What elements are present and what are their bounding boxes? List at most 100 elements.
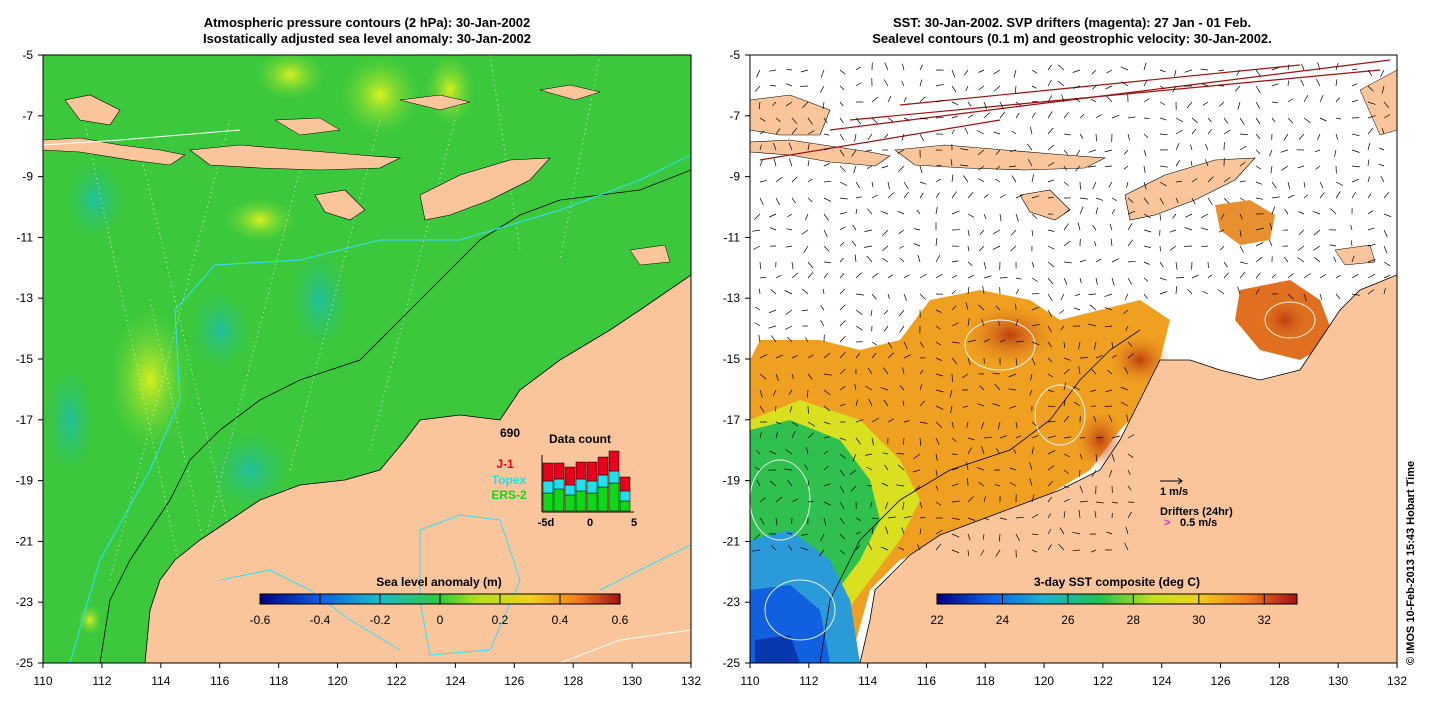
left-lon-tick-label: 124 — [445, 674, 465, 688]
left-lon-tick-label: 126 — [504, 674, 524, 688]
right-title-line2: Sealevel contours (0.1 m) and geostrophi… — [872, 31, 1272, 46]
left-lon-tick-label: 116 — [210, 674, 229, 688]
right-colorbar-tick-label: 26 — [1061, 613, 1075, 627]
right-lon-tick-label: 126 — [1211, 674, 1231, 688]
right-lon-tick-label: 118 — [976, 674, 995, 688]
left-lat-tick-label: -23 — [16, 595, 34, 609]
flores-island — [189, 144, 402, 171]
histogram-bar — [608, 450, 620, 472]
left-colorbar-tick-label: 0 — [437, 613, 444, 627]
histogram-bar — [553, 462, 565, 480]
histogram-bar — [564, 484, 576, 496]
right-lat-tick-label: -23 — [723, 595, 741, 609]
right-title-line1: SST: 30-Jan-2002. SVP drifters (magenta)… — [893, 15, 1251, 30]
histogram-bar — [597, 486, 609, 512]
left-lat-tick-label: -19 — [16, 474, 34, 488]
histogram-bar — [575, 461, 587, 480]
left-lat-tick-label: -17 — [16, 413, 34, 427]
histogram-bar — [608, 470, 620, 484]
histogram-bar — [586, 492, 598, 512]
right-colorbar-tick-label: 24 — [996, 613, 1010, 627]
histogram-bar — [597, 474, 609, 488]
legend-topex: Topex — [492, 473, 527, 487]
right-lon-tick-label: 116 — [917, 674, 936, 688]
australia-land-left — [144, 274, 691, 663]
left-lon-tick-label: 112 — [92, 674, 111, 688]
left-lat-tick-label: -13 — [16, 291, 34, 305]
data-count-total: 690 — [500, 426, 520, 440]
imos-credit: © IMOS 10-Feb-2013 15:43 Hobart Time — [1405, 461, 1417, 665]
left-lat-tick-label: -9 — [22, 170, 33, 184]
left-lat-tick-label: -25 — [16, 656, 34, 670]
histogram-bar — [619, 476, 631, 492]
right-lon-axis: 110 112 114 116 118 120 122 124 126 128 130 132 — [740, 663, 1407, 688]
legend-ers2: ERS-2 — [491, 488, 527, 502]
histogram-bar — [575, 478, 587, 492]
right-lon-tick-label: 112 — [799, 674, 818, 688]
left-colorbar-tick-label: -0.4 — [310, 613, 331, 627]
hist-tick-minus5: -5d — [538, 517, 555, 529]
left-map — [43, 55, 691, 663]
data-count-histogram — [541, 450, 631, 512]
right-lat-tick-label: -11 — [724, 230, 741, 244]
left-lon-tick-label: 130 — [622, 674, 642, 688]
velocity-arrows — [752, 62, 1392, 558]
left-lon-tick-label: 120 — [328, 674, 348, 688]
right-lon-tick-label: 132 — [1387, 674, 1407, 688]
left-lat-tick-label: -5 — [22, 48, 33, 62]
left-title-line1: Atmospheric pressure contours (2 hPa): 3… — [204, 15, 531, 30]
histogram-bar — [564, 466, 576, 486]
histogram-bar — [586, 461, 598, 482]
hist-tick-5: 5 — [631, 517, 637, 529]
right-lon-tick-label: 128 — [1269, 674, 1289, 688]
right-colorbar — [936, 593, 1298, 605]
left-lat-tick-label: -21 — [16, 534, 34, 548]
histogram-bar — [619, 500, 631, 512]
histogram-bar — [553, 478, 565, 490]
right-lon-tick-label: 124 — [1152, 674, 1172, 688]
histogram-bar — [575, 490, 587, 512]
histogram-bar — [597, 456, 609, 476]
left-lat-axis: -5 -7 -9 -11 -13 -15 -17 -19 -21 -23 -25 — [16, 48, 43, 670]
right-colorbar-tick-label: 28 — [1127, 613, 1141, 627]
right-lat-tick-label: -15 — [723, 352, 741, 366]
right-colorbar-tick-label: 30 — [1192, 613, 1206, 627]
timor-island — [419, 157, 551, 221]
right-lat-tick-label: -17 — [723, 413, 741, 427]
histogram-bar — [619, 490, 631, 502]
data-count-inset: Data count 690 J-1 Topex ERS-2 -5d 0 5 — [491, 426, 637, 529]
right-lat-tick-label: -5 — [729, 48, 740, 62]
left-lat-tick-label: -15 — [16, 352, 34, 366]
left-lon-tick-label: 110 — [33, 674, 52, 688]
australia-land-right — [859, 274, 1397, 663]
right-lon-tick-label: 120 — [1034, 674, 1054, 688]
right-lat-tick-label: -25 — [723, 656, 741, 670]
left-lon-tick-label: 128 — [563, 674, 583, 688]
right-lat-tick-label: -13 — [723, 291, 741, 305]
velocity-legend-label: 1 m/s — [1160, 486, 1188, 498]
histogram-bar — [586, 480, 598, 494]
right-lon-tick-label: 110 — [740, 674, 759, 688]
left-lon-axis: 110 112 114 116 118 120 122 124 126 128 130 132 — [33, 663, 701, 688]
right-map — [750, 55, 1397, 663]
right-lon-tick-label: 130 — [1328, 674, 1348, 688]
right-lat-tick-label: -21 — [723, 534, 741, 548]
left-lon-tick-label: 118 — [269, 674, 288, 688]
right-lat-tick-label: -7 — [729, 109, 740, 123]
left-lat-tick-label: -11 — [17, 230, 34, 244]
histogram-bar — [553, 488, 565, 512]
histogram-bar — [542, 462, 554, 482]
left-lon-tick-label: 122 — [386, 674, 406, 688]
velocity-legend: 1 m/s Drifters (24hr) > 0.5 m/s — [1160, 477, 1233, 529]
right-colorbar-tick-label: 22 — [930, 613, 944, 627]
right-lat-tick-label: -19 — [723, 474, 741, 488]
left-colorbar-tick-label: -0.2 — [370, 613, 391, 627]
left-colorbar-tick-label: -0.6 — [250, 613, 271, 627]
left-lon-tick-label: 114 — [151, 674, 170, 688]
drifter-legend-value: 0.5 m/s — [1180, 517, 1217, 529]
histogram-bar — [564, 494, 576, 512]
histogram-bar — [608, 482, 620, 512]
legend-j1: J-1 — [496, 457, 514, 471]
left-title-line2: Isostatically adjusted sea level anomaly… — [203, 31, 531, 46]
